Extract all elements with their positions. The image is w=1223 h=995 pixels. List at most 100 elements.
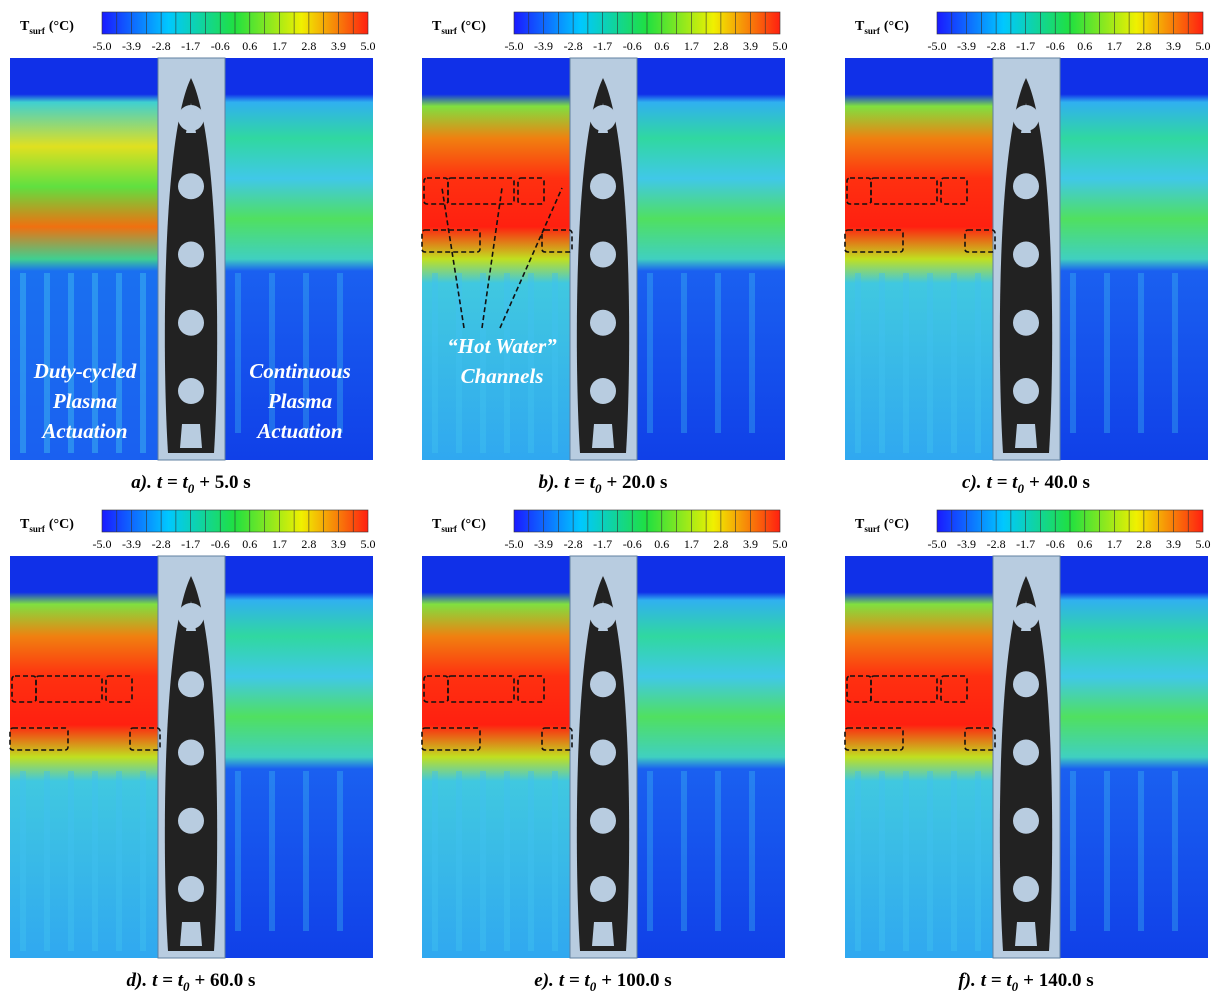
map-left: [422, 58, 570, 460]
colorbar-unit: (°C): [49, 517, 74, 532]
colorbar-tick-label: -5.0: [505, 39, 524, 53]
streak: [951, 771, 957, 951]
blade-slot: [180, 424, 202, 448]
blade-hole: [178, 876, 204, 902]
colorbar-tick-label: 2.8: [713, 39, 728, 53]
streak: [44, 273, 50, 453]
colorbar-tick-label: 5.0: [773, 537, 788, 551]
colorbar-tick-label: 2.8: [301, 39, 316, 53]
streak: [528, 771, 534, 951]
blade-hole: [178, 241, 204, 268]
colorbar-tick-label: 5.0: [361, 39, 376, 53]
colorbar-tick-label: 3.9: [743, 39, 758, 53]
blade-hole: [590, 876, 616, 902]
streak: [951, 273, 957, 453]
colorbar-symbol: T: [20, 517, 30, 532]
streak: [1104, 771, 1110, 931]
streak: [1138, 771, 1144, 931]
caption: e). t = t0 + 100.0 s: [534, 970, 671, 994]
colorbar-tick-label: 3.9: [331, 39, 346, 53]
caption-lhs: t = t: [157, 472, 189, 493]
colorbar-tick-label: -3.9: [122, 39, 141, 53]
blade-hole: [1013, 309, 1039, 336]
caption-lhs: t = t: [987, 472, 1019, 493]
blade-hole: [590, 173, 616, 200]
streak: [749, 273, 755, 433]
dashed-box: [964, 727, 996, 751]
streak: [647, 273, 653, 433]
caption-label: f).: [958, 970, 975, 991]
colorbar-tick-label: 1.7: [684, 537, 699, 551]
streak: [480, 771, 486, 951]
blade-hole: [590, 603, 616, 629]
panel: Tsurf (°C) -5.0 -3.9 -2.8 -1.7 -0.6 0.6 1.7 2.8 3.…: [844, 11, 1211, 496]
colorbar-tick-label: -3.9: [534, 39, 553, 53]
streak: [269, 771, 275, 931]
colorbar-tick-label: -3.9: [957, 39, 976, 53]
streak: [1104, 273, 1110, 433]
blade-hole: [1013, 876, 1039, 902]
blade-hole: [178, 378, 204, 404]
blade-hole: [590, 739, 616, 766]
map-right: [637, 58, 785, 460]
colorbar-title: Tsurf (°C): [855, 517, 909, 534]
blade-hole: [590, 309, 616, 336]
streak: [927, 771, 933, 951]
annotation: “Hot Water”: [447, 334, 557, 358]
annotation: Plasma: [52, 389, 117, 413]
colorbar-tick-label: -1.7: [1016, 39, 1035, 53]
caption-label: e).: [534, 970, 554, 991]
streak: [456, 771, 462, 951]
caption-sub: 0: [1012, 979, 1019, 994]
annotation: Continuous: [249, 359, 351, 383]
caption-rhs: + 20.0 s: [606, 472, 667, 493]
colorbar-tick-label: 3.9: [331, 537, 346, 551]
colorbar-tick-label: 3.9: [1166, 39, 1181, 53]
caption-sub: 0: [595, 481, 602, 496]
caption-rhs: + 40.0 s: [1029, 472, 1090, 493]
streak: [855, 273, 861, 453]
caption-rhs: + 60.0 s: [194, 970, 255, 991]
blade-hole: [590, 241, 616, 268]
streak: [20, 273, 26, 453]
colorbar-symbol: T: [855, 19, 865, 34]
streak: [480, 273, 486, 453]
blade-slot: [592, 922, 614, 946]
colorbar-subscript: surf: [441, 524, 458, 534]
caption-label: c).: [962, 472, 982, 493]
blade-slot: [180, 922, 202, 946]
streak: [903, 273, 909, 453]
blade-slot: [1015, 424, 1037, 448]
dashed-box: [517, 177, 545, 205]
colorbar-tick-label: -3.9: [957, 537, 976, 551]
colorbar-tick-label: 0.6: [1077, 537, 1092, 551]
dashed-box: [105, 675, 133, 703]
caption: c). t = t0 + 40.0 s: [962, 472, 1090, 496]
colorbar-tick-label: 0.6: [1077, 39, 1092, 53]
colorbar-tick-label: -5.0: [928, 537, 947, 551]
colorbar-tick-label: 1.7: [1107, 537, 1122, 551]
dashed-box: [129, 727, 161, 751]
streak: [552, 273, 558, 453]
colorbar-tick-label: -1.7: [1016, 537, 1035, 551]
dashed-box: [541, 229, 573, 253]
colorbar-subscript: surf: [864, 524, 881, 534]
streak: [20, 771, 26, 951]
streak: [140, 771, 146, 951]
blade-hole: [178, 603, 204, 629]
map-right: [1060, 556, 1208, 958]
streak: [715, 273, 721, 433]
streak: [552, 771, 558, 951]
dashed-box: [870, 675, 938, 703]
arrow: [499, 187, 563, 329]
streak: [903, 771, 909, 951]
panel: Tsurf (°C) -5.0 -3.9 -2.8 -1.7 -0.6 0.6 1.7 2.8 3.…: [10, 11, 376, 496]
streak: [528, 273, 534, 453]
colorbar-tick-label: -1.7: [593, 537, 612, 551]
streak: [337, 771, 343, 931]
colorbar-unit: (°C): [461, 19, 486, 34]
annotation: Plasma: [267, 389, 332, 413]
streak: [681, 273, 687, 433]
colorbar-tick-label: -0.6: [1046, 39, 1065, 53]
